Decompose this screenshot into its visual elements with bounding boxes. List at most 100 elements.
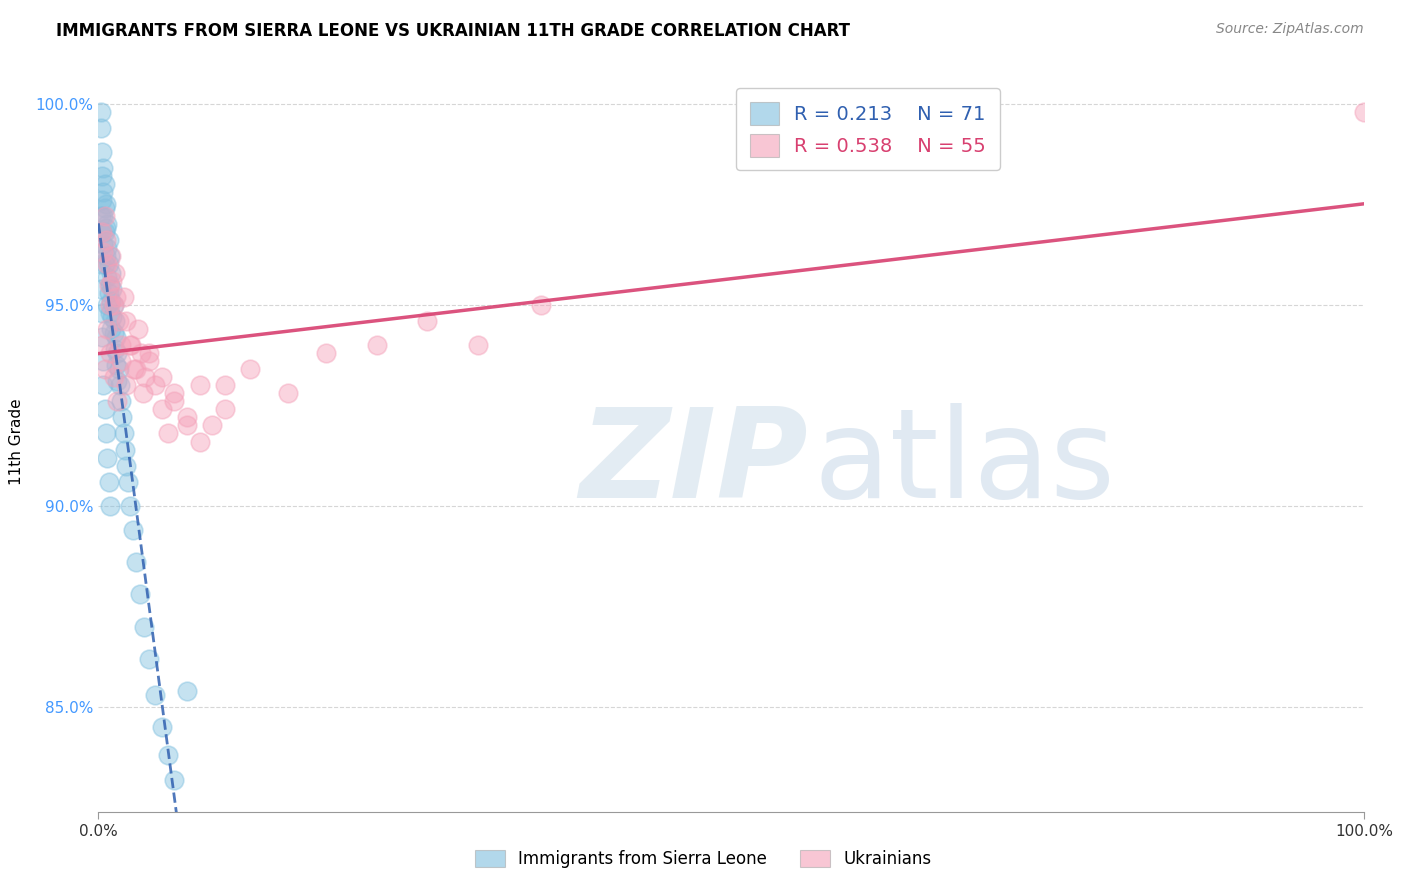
Point — [98, 250, 121, 264]
Point — [115, 458, 138, 473]
Point — [90, 104, 112, 119]
Point — [90, 282, 112, 296]
Point — [107, 374, 129, 388]
Point — [96, 217, 118, 231]
Point — [93, 201, 117, 215]
Point — [90, 209, 112, 223]
Point — [188, 378, 211, 392]
Point — [277, 386, 299, 401]
Point — [176, 410, 198, 425]
Point — [96, 269, 118, 284]
Point — [163, 772, 186, 787]
Point — [97, 258, 120, 272]
Point — [315, 346, 337, 360]
Point — [214, 378, 236, 392]
Point — [110, 354, 132, 368]
Point — [214, 402, 236, 417]
Point — [96, 450, 118, 465]
Point — [93, 378, 115, 392]
Point — [145, 378, 166, 392]
Point — [91, 169, 114, 183]
Point — [134, 370, 156, 384]
Point — [117, 475, 139, 489]
Point — [105, 330, 128, 344]
Point — [101, 274, 124, 288]
Point — [110, 338, 132, 352]
Point — [125, 362, 148, 376]
Point — [96, 322, 118, 336]
Point — [122, 362, 145, 376]
Point — [93, 402, 117, 417]
Point — [108, 378, 131, 392]
Point — [138, 354, 160, 368]
Point — [103, 326, 125, 340]
Point — [98, 346, 121, 360]
Point — [112, 290, 135, 304]
Point — [94, 250, 117, 264]
Point — [104, 342, 127, 356]
Point — [103, 298, 125, 312]
Point — [131, 346, 153, 360]
Point — [100, 322, 122, 336]
Point — [93, 245, 115, 260]
Point — [96, 298, 118, 312]
Point — [94, 426, 117, 441]
Legend: R = 0.213    N = 71, R = 0.538    N = 55: R = 0.213 N = 71, R = 0.538 N = 55 — [737, 88, 1000, 170]
Point — [93, 258, 117, 272]
Point — [94, 233, 117, 247]
Point — [97, 277, 120, 292]
Point — [103, 298, 125, 312]
Point — [127, 322, 149, 336]
Point — [91, 225, 114, 239]
Point — [97, 475, 120, 489]
Point — [91, 306, 114, 320]
Point — [107, 394, 129, 409]
Text: atlas: atlas — [813, 403, 1115, 524]
Point — [90, 120, 112, 135]
Point — [112, 426, 135, 441]
Point — [239, 362, 262, 376]
Legend: Immigrants from Sierra Leone, Ukrainians: Immigrants from Sierra Leone, Ukrainians — [467, 842, 939, 877]
Point — [91, 330, 114, 344]
Point — [94, 197, 117, 211]
Point — [101, 282, 124, 296]
Point — [101, 310, 124, 324]
Point — [150, 370, 173, 384]
Point — [100, 266, 122, 280]
Point — [91, 225, 114, 239]
Point — [93, 225, 117, 239]
Point — [91, 193, 114, 207]
Point — [100, 250, 122, 264]
Point — [176, 418, 198, 433]
Point — [107, 314, 129, 328]
Point — [157, 748, 180, 763]
Text: IMMIGRANTS FROM SIERRA LEONE VS UKRAINIAN 11TH GRADE CORRELATION CHART: IMMIGRANTS FROM SIERRA LEONE VS UKRAINIA… — [56, 22, 851, 40]
Point — [107, 346, 129, 360]
Point — [111, 410, 134, 425]
Point — [121, 523, 143, 537]
Point — [93, 185, 115, 199]
Y-axis label: 11th Grade: 11th Grade — [10, 398, 24, 485]
Point — [115, 314, 138, 328]
Point — [176, 684, 198, 698]
Point — [97, 233, 120, 247]
Point — [91, 145, 114, 159]
Point — [132, 620, 155, 634]
Point — [90, 258, 112, 272]
Point — [104, 314, 127, 328]
Point — [98, 306, 121, 320]
Point — [201, 418, 224, 433]
Point — [96, 258, 118, 272]
Point — [157, 426, 180, 441]
Point — [188, 434, 211, 449]
Point — [530, 298, 553, 312]
Point — [110, 394, 132, 409]
Point — [103, 370, 125, 384]
Point — [163, 394, 186, 409]
Point — [138, 652, 160, 666]
Point — [115, 378, 138, 392]
Point — [125, 555, 148, 569]
Point — [145, 688, 166, 702]
Point — [150, 720, 173, 734]
Point — [93, 362, 117, 376]
